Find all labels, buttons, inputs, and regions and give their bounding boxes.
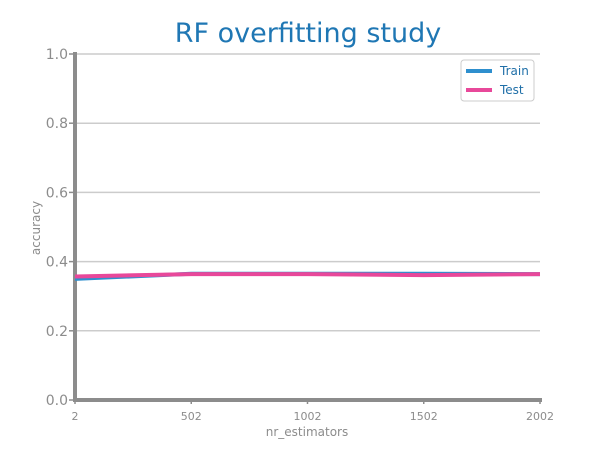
y-tick-label: 0.6 bbox=[46, 185, 68, 201]
axes bbox=[73, 52, 542, 402]
x-tick-label: 2 bbox=[72, 410, 79, 423]
x-tick-label: 1502 bbox=[410, 410, 438, 423]
series-lines bbox=[74, 271, 541, 281]
legend-label-train: Train bbox=[499, 64, 529, 78]
x-tick-label: 502 bbox=[181, 410, 202, 423]
series-line-test bbox=[74, 272, 541, 279]
y-tick-label: 1.0 bbox=[46, 47, 68, 63]
legend: Train Test bbox=[460, 59, 535, 102]
y-tick-label: 0.2 bbox=[46, 324, 68, 340]
y-axis-label: accuracy bbox=[29, 201, 43, 255]
y-ticks: 0.0 0.2 0.4 0.6 0.8 1.0 bbox=[46, 47, 75, 409]
chart-title: RF overfitting study bbox=[175, 18, 442, 49]
y-tick-label: 0.8 bbox=[46, 116, 68, 132]
y-tick-label: 0.4 bbox=[46, 255, 68, 271]
grid-lines bbox=[75, 53, 540, 332]
x-tick-label: 1002 bbox=[294, 410, 322, 423]
x-tick-label: 2002 bbox=[526, 410, 554, 423]
x-axis-label: nr_estimators bbox=[266, 425, 349, 439]
x-ticks: 2 502 1002 1502 2002 bbox=[72, 400, 554, 423]
y-tick-label: 0.0 bbox=[46, 393, 68, 409]
legend-label-test: Test bbox=[499, 83, 524, 97]
